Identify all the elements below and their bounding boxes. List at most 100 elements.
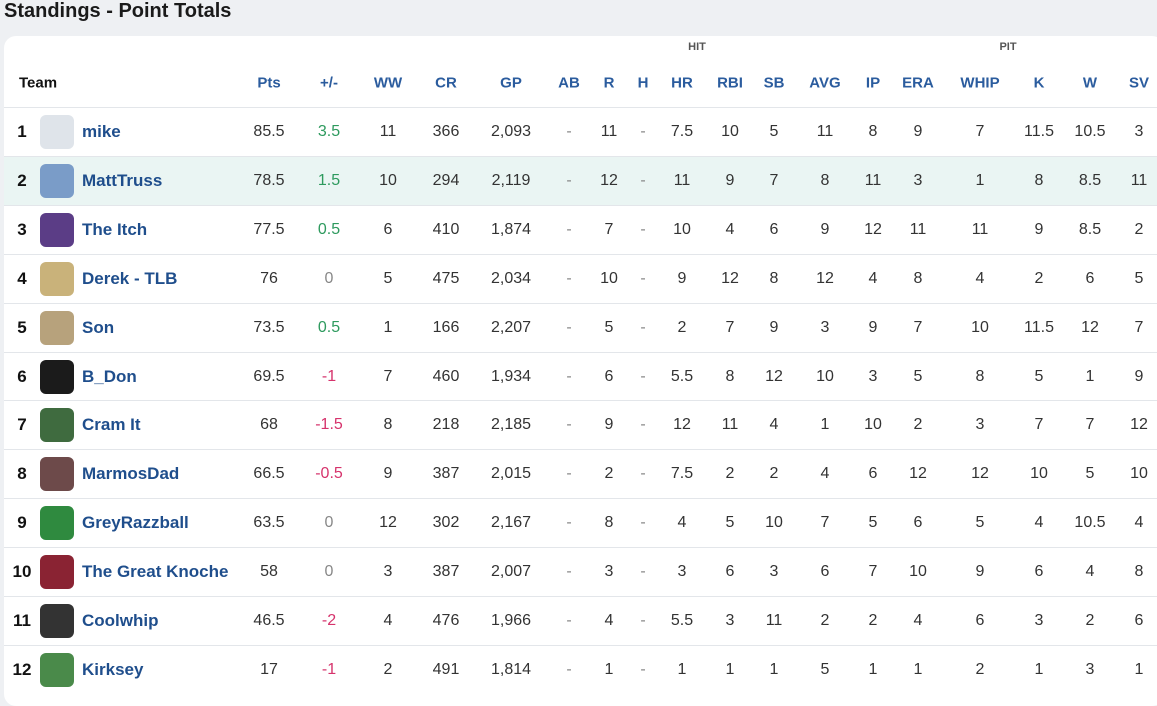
cell: 5 bbox=[604, 318, 614, 336]
team-name[interactable]: MarmosDad bbox=[82, 464, 180, 484]
team-name[interactable]: B_Don bbox=[82, 366, 137, 386]
team-avatar bbox=[40, 359, 74, 394]
rank: 12 bbox=[12, 659, 32, 679]
cell: 3 bbox=[1134, 123, 1144, 140]
cell: 2,119 bbox=[491, 171, 531, 189]
cell: 0 bbox=[324, 269, 334, 287]
cell: 2 bbox=[383, 660, 393, 678]
team-name[interactable]: Derek - TLB bbox=[82, 268, 178, 288]
cell: 2 bbox=[1034, 269, 1044, 287]
cell: 12 bbox=[379, 514, 397, 532]
cell: 12 bbox=[816, 269, 834, 287]
cell: 6 bbox=[913, 514, 923, 532]
cell: 4 bbox=[677, 514, 687, 532]
cell: - bbox=[640, 171, 646, 189]
cell: 491 bbox=[432, 660, 460, 678]
cell: -1 bbox=[321, 367, 337, 385]
page: Standings - Point Totals HIT PIT Team Pts +/… bbox=[4, 0, 1157, 706]
cell: 9 bbox=[1034, 220, 1044, 238]
team-name[interactable]: GreyRazzball bbox=[82, 513, 189, 533]
cell: 8.5 bbox=[1078, 220, 1102, 238]
rank: 1 bbox=[17, 122, 27, 141]
cell: 85.5 bbox=[253, 123, 285, 140]
cell: 0.5 bbox=[317, 220, 341, 238]
team-avatar bbox=[40, 408, 74, 443]
team-avatar bbox=[40, 604, 74, 638]
cell: 10 bbox=[1130, 465, 1148, 483]
cell: 12 bbox=[1130, 416, 1148, 434]
column-header: ERA bbox=[902, 74, 934, 92]
cell: - bbox=[640, 465, 646, 483]
cell: 12 bbox=[600, 171, 618, 189]
column-header: AB bbox=[558, 74, 580, 92]
cell: 3 bbox=[725, 612, 735, 629]
cell: 8 bbox=[1034, 171, 1044, 189]
rank: 11 bbox=[13, 611, 31, 630]
cell: 6 bbox=[769, 220, 779, 238]
table-row: 7 Cram It 68 -1.5 8 218 2,185 - 9 - 12 11 4 1 10 2 3 7 7 12 bbox=[4, 400, 1157, 449]
team-name[interactable]: Coolwhip bbox=[82, 611, 159, 630]
cell: 475 bbox=[432, 269, 460, 287]
cell: 68 bbox=[260, 416, 278, 434]
cell: 2 bbox=[1134, 220, 1144, 238]
cell: 2 bbox=[868, 612, 878, 629]
cell: 5 bbox=[820, 660, 830, 678]
cell: 1 bbox=[383, 318, 393, 336]
cell: -2 bbox=[321, 612, 337, 629]
cell: 8 bbox=[383, 416, 393, 434]
column-header: CR bbox=[435, 74, 457, 92]
rank: 7 bbox=[17, 415, 27, 435]
cell: 7 bbox=[820, 514, 830, 532]
cell: 7 bbox=[1034, 416, 1044, 434]
column-header: IP bbox=[865, 74, 881, 92]
cell: 294 bbox=[432, 171, 460, 189]
cell: 12 bbox=[971, 465, 989, 483]
cell: 1 bbox=[820, 416, 830, 434]
cell: 12 bbox=[864, 220, 882, 238]
cell: 10 bbox=[379, 171, 397, 189]
cell: 6 bbox=[1085, 269, 1095, 287]
cell: 11 bbox=[971, 220, 989, 238]
team-name[interactable]: MattTruss bbox=[82, 170, 163, 190]
cell: 7 bbox=[1085, 416, 1095, 434]
cell: 2,015 bbox=[490, 465, 532, 483]
cell: 11.5 bbox=[1024, 318, 1054, 336]
table-row: 1 mike 85.5 3.5 11 366 2,093 - 11 - 7.5 10 5 11 8 9 7 11.… bbox=[4, 107, 1157, 156]
cell: - bbox=[640, 123, 646, 140]
team-name[interactable]: Kirksey bbox=[82, 659, 144, 679]
cell: 3 bbox=[1034, 612, 1044, 629]
cell: 9 bbox=[820, 220, 830, 238]
cell: 6 bbox=[604, 367, 614, 385]
cell: 7 bbox=[725, 318, 735, 336]
cell: 4 bbox=[383, 612, 393, 629]
column-header: GP bbox=[500, 74, 522, 92]
cell: 12 bbox=[721, 269, 739, 287]
column-header: K bbox=[1033, 74, 1045, 92]
cell: 4 bbox=[1134, 514, 1144, 532]
cell: 1 bbox=[1134, 660, 1144, 678]
team-name[interactable]: mike bbox=[82, 122, 121, 141]
rank: 2 bbox=[17, 170, 27, 190]
cell: 9 bbox=[1134, 367, 1144, 385]
team-name[interactable]: The Great Knoche bbox=[82, 562, 229, 582]
cell: 1,966 bbox=[490, 612, 532, 629]
cell: 6 bbox=[975, 612, 985, 629]
cell: 8.5 bbox=[1078, 171, 1102, 189]
cell: -1 bbox=[321, 660, 337, 678]
cell: 3 bbox=[868, 367, 878, 385]
cell: 7 bbox=[975, 123, 985, 140]
cell: 9 bbox=[975, 563, 985, 581]
cell: - bbox=[640, 612, 646, 629]
cell: 1 bbox=[1034, 660, 1044, 678]
team-name[interactable]: The Itch bbox=[82, 219, 148, 239]
cell: - bbox=[566, 563, 572, 581]
cell: 0 bbox=[324, 563, 334, 581]
cell: 3 bbox=[604, 563, 614, 581]
team-name[interactable]: Cram It bbox=[82, 415, 141, 435]
team-name[interactable]: Son bbox=[82, 317, 115, 337]
cell: 6 bbox=[383, 220, 393, 238]
cell: - bbox=[566, 660, 572, 678]
cell: 0 bbox=[324, 514, 334, 532]
cell: 7 bbox=[913, 318, 923, 336]
cell: 2,185 bbox=[490, 416, 532, 434]
